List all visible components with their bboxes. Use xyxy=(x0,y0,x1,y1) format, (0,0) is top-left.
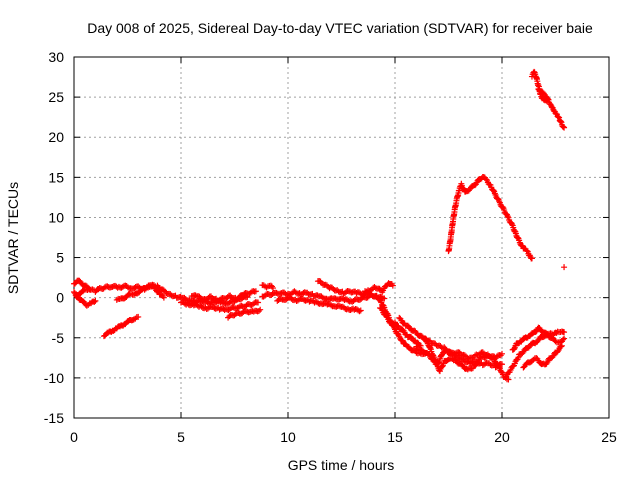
y-axis-label: SDTVAR / TECUs xyxy=(5,182,21,294)
data-point xyxy=(490,187,497,194)
data-point xyxy=(257,306,264,313)
data-point xyxy=(252,288,259,295)
data-point xyxy=(496,364,503,371)
data-point xyxy=(515,354,522,361)
data-point xyxy=(357,307,364,314)
y-tick-label: 5 xyxy=(56,250,64,266)
data-point xyxy=(92,297,99,304)
data-series xyxy=(71,68,568,383)
data-point xyxy=(523,247,530,254)
data-point xyxy=(561,264,568,271)
axis-ticks: 0 5 10 15 20 25 -15 -10 -5 0 5 10 15 20 25 30 xyxy=(44,49,617,445)
data-point xyxy=(356,308,363,315)
data-point xyxy=(494,360,501,367)
data-point xyxy=(542,97,549,104)
data-point xyxy=(508,221,515,228)
y-tick-label: 25 xyxy=(48,89,64,105)
data-point xyxy=(482,176,489,183)
data-point xyxy=(561,335,568,342)
data-point xyxy=(439,363,446,370)
y-tick-label: -5 xyxy=(52,330,65,346)
data-point xyxy=(560,123,567,130)
data-point xyxy=(499,350,505,357)
y-tick-label: 20 xyxy=(48,129,64,145)
data-point xyxy=(91,298,98,305)
data-point xyxy=(528,255,535,262)
data-point xyxy=(418,333,425,340)
x-tick-label: 0 xyxy=(70,429,78,445)
data-point xyxy=(554,348,561,355)
grid-lines xyxy=(74,57,609,418)
x-tick-label: 20 xyxy=(494,429,510,445)
y-tick-label: 15 xyxy=(48,169,64,185)
y-tick-label: -15 xyxy=(44,410,64,426)
data-point xyxy=(160,294,167,301)
data-point xyxy=(561,124,568,131)
x-tick-label: 25 xyxy=(601,429,617,445)
y-tick-label: 30 xyxy=(48,49,64,65)
data-point xyxy=(255,299,262,306)
plot-frame xyxy=(73,56,610,419)
data-point xyxy=(270,285,277,292)
data-point xyxy=(511,346,518,353)
data-point xyxy=(389,282,396,289)
data-point xyxy=(543,98,550,105)
data-point xyxy=(381,295,388,302)
data-point xyxy=(558,343,565,350)
data-point xyxy=(395,323,402,330)
data-point xyxy=(399,337,406,344)
x-tick-label: 15 xyxy=(387,429,403,445)
y-tick-label: 10 xyxy=(48,209,64,225)
data-point xyxy=(85,285,92,292)
y-tick-label: -10 xyxy=(44,370,64,386)
data-point xyxy=(465,187,472,194)
data-point xyxy=(556,114,563,121)
y-tick-label: 0 xyxy=(56,290,64,306)
data-point xyxy=(255,308,262,315)
x-axis-label: GPS time / hours xyxy=(288,457,395,473)
x-tick-label: 10 xyxy=(280,429,296,445)
data-point xyxy=(559,336,566,343)
data-point xyxy=(525,344,532,351)
data-point xyxy=(558,342,565,349)
x-tick-label: 5 xyxy=(177,429,185,445)
data-point xyxy=(451,356,458,363)
data-point xyxy=(561,329,568,336)
data-point xyxy=(135,313,142,320)
chart-title: Day 008 of 2025, Sidereal Day-to-day VTE… xyxy=(87,20,593,36)
